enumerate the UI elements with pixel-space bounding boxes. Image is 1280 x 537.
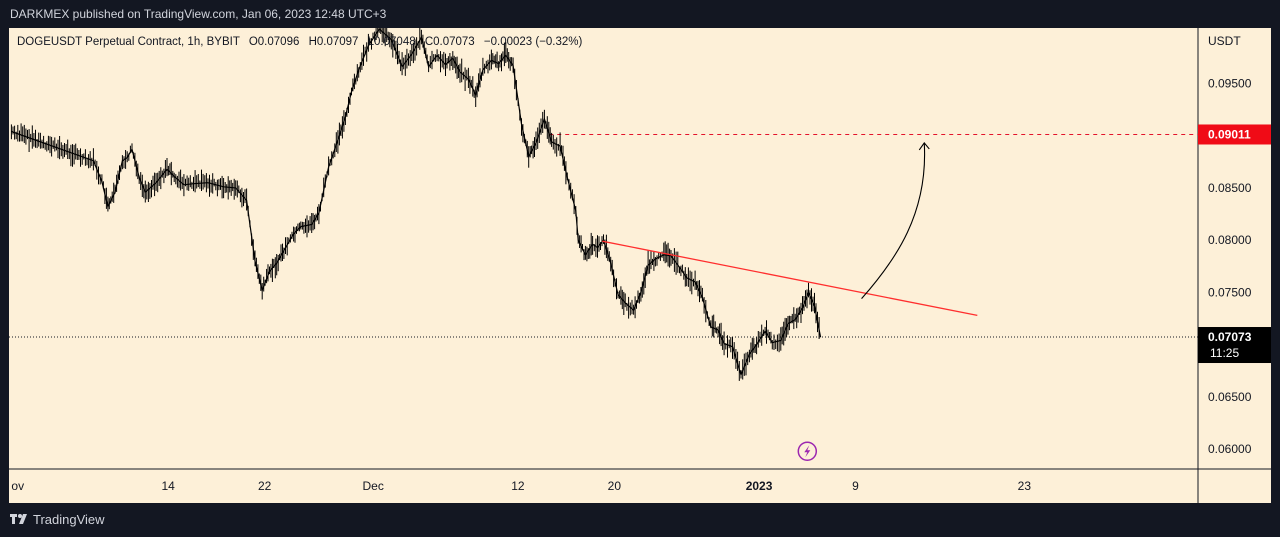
current-price-badge: 0.07073 11:25: [1198, 327, 1271, 364]
y-tick-label: 0.09500: [1208, 76, 1252, 90]
y-tick-label: 0.06500: [1208, 390, 1252, 404]
lightning-icon[interactable]: [797, 441, 818, 461]
bar-countdown-label: 11:25: [1210, 346, 1239, 360]
published-text: DARKMEX published on TradingView.com, Ja…: [10, 7, 387, 21]
x-tick-label: 9: [852, 479, 859, 493]
price-axis-unit: USDT: [1208, 34, 1241, 48]
price-wicks: [10, 28, 820, 381]
lightning-bolt: [804, 445, 811, 458]
tradingview-logo-icon: [10, 514, 27, 524]
header-bar: DARKMEX published on TradingView.com, Ja…: [0, 0, 1280, 28]
chart-title: DOGEUSDT Perpetual Contract, 1h, BYBIT O…: [17, 36, 583, 48]
trendline[interactable]: [602, 240, 978, 317]
x-tick-label: ov: [11, 479, 24, 493]
current-price-badge-bg: [1198, 327, 1271, 364]
target-price-badge: 0.09011: [1198, 124, 1271, 145]
y-tick-label: 0.08000: [1208, 233, 1252, 247]
x-tick-label: 23: [1018, 479, 1032, 493]
x-tick-label: 14: [161, 479, 175, 493]
chart-area[interactable]: DOGEUSDT Perpetual Contract, 1h, BYBIT O…: [9, 28, 1271, 503]
x-tick-label: 20: [608, 479, 622, 493]
projection-arrow[interactable]: [861, 142, 926, 300]
price-chart[interactable]: DOGEUSDT Perpetual Contract, 1h, BYBIT O…: [9, 28, 1271, 503]
footer-bar: TradingView: [0, 503, 1280, 537]
current-price-badge-label: 0.07073: [1208, 330, 1252, 344]
projection-arrowhead: [918, 142, 930, 151]
y-tick-label: 0.07500: [1208, 285, 1252, 299]
y-tick-label: 0.08500: [1208, 181, 1252, 195]
x-tick-label: 12: [511, 479, 525, 493]
x-tick-label: Dec: [363, 479, 384, 493]
tradingview-brand: TradingView: [33, 512, 105, 527]
target-price-badge-bg: [1198, 124, 1271, 145]
lightning-circle: [797, 441, 818, 461]
price-series-line: [11, 28, 822, 377]
y-tick-label: 0.06000: [1208, 442, 1252, 456]
x-tick-label: 22: [258, 479, 272, 493]
x-tick-label: 2023: [746, 479, 773, 493]
target-price-badge-label: 0.09011: [1208, 127, 1251, 141]
